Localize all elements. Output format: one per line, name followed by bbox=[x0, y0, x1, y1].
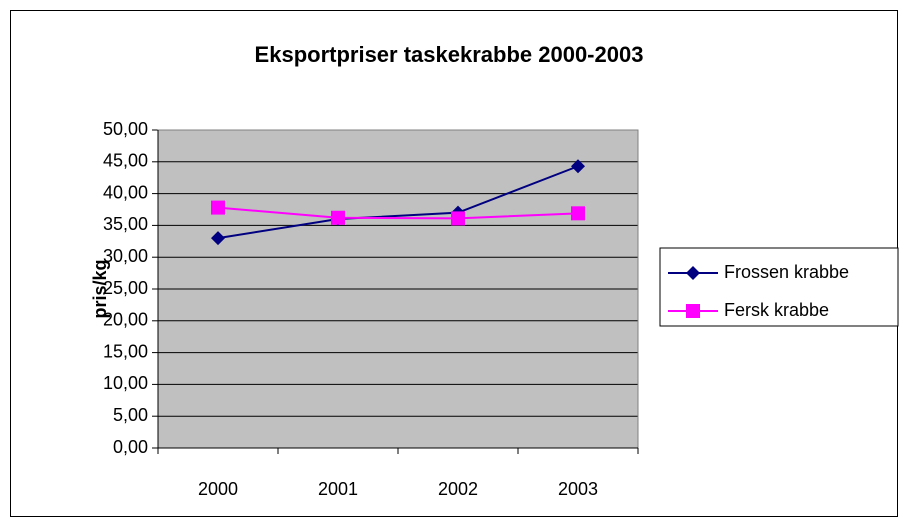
marker bbox=[571, 206, 585, 221]
y-tick-label: 30,00 bbox=[103, 246, 148, 266]
marker bbox=[571, 159, 585, 174]
legend-label: Fersk krabbe bbox=[724, 300, 829, 320]
y-tick-label: 15,00 bbox=[103, 341, 148, 361]
y-tick-label: 45,00 bbox=[103, 151, 148, 171]
chart-title: Eksportpriser taskekrabbe 2000-2003 bbox=[255, 42, 644, 67]
legend-label: Frossen krabbe bbox=[724, 262, 849, 282]
series-line bbox=[217, 206, 579, 220]
legend-marker bbox=[686, 304, 700, 318]
x-tick-label: 2000 bbox=[198, 479, 238, 499]
marker bbox=[211, 200, 225, 215]
y-tick-label: 5,00 bbox=[113, 405, 148, 425]
y-tick-label: 25,00 bbox=[103, 278, 148, 298]
y-axis-title: pris/kg bbox=[90, 259, 110, 318]
marker bbox=[211, 231, 225, 246]
y-tick-label: 40,00 bbox=[103, 182, 148, 202]
x-tick-label: 2003 bbox=[558, 479, 598, 499]
y-tick-label: 20,00 bbox=[103, 310, 148, 330]
y-tick-label: 50,00 bbox=[103, 119, 148, 139]
y-tick-label: 35,00 bbox=[103, 214, 148, 234]
series-line bbox=[217, 165, 579, 240]
legend-marker bbox=[686, 266, 700, 280]
marker bbox=[331, 210, 345, 225]
x-tick-label: 2002 bbox=[438, 479, 478, 499]
marker bbox=[451, 211, 465, 226]
y-tick-label: 10,00 bbox=[103, 373, 148, 393]
x-tick-label: 2001 bbox=[318, 479, 358, 499]
y-tick-label: 0,00 bbox=[113, 437, 148, 457]
